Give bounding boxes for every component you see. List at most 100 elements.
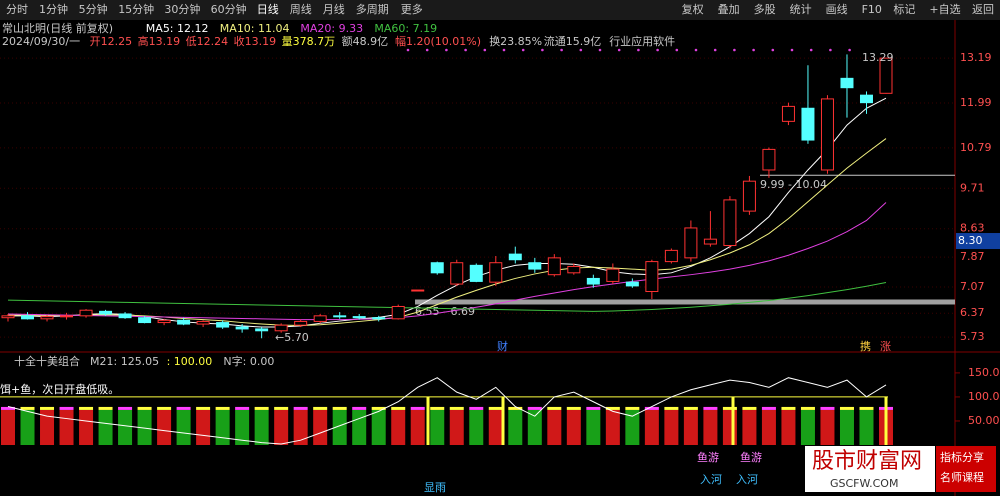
indicator-column bbox=[137, 409, 152, 445]
toolbar-tab[interactable]: 1分钟 bbox=[39, 2, 68, 16]
indicator-cap bbox=[176, 406, 191, 410]
toolbar-button[interactable]: 返回 bbox=[972, 3, 994, 16]
toolbar-bg bbox=[0, 0, 1000, 20]
toolbar-tab[interactable]: 日线 bbox=[257, 2, 279, 16]
candle-body bbox=[255, 328, 269, 332]
marker-dot bbox=[848, 48, 851, 52]
ma-line bbox=[8, 138, 887, 327]
legend-entry: MA20: 9.33 bbox=[300, 22, 363, 35]
marker-dot bbox=[406, 48, 410, 52]
annotation: 13.29 bbox=[862, 51, 894, 64]
candle-body bbox=[235, 326, 249, 330]
signal-label: 鱼游 bbox=[697, 450, 719, 464]
indicator-column bbox=[176, 409, 191, 445]
candle-body bbox=[820, 98, 834, 171]
candle-body bbox=[99, 310, 113, 315]
y-tick-label: 9.71 bbox=[960, 181, 985, 194]
toolbar-button[interactable]: 画线 bbox=[826, 2, 848, 16]
candle-body bbox=[216, 322, 230, 328]
toolbar-button[interactable]: 标记 bbox=[893, 2, 915, 16]
toolbar-button[interactable]: 多股 bbox=[754, 2, 776, 16]
watermark-tags bbox=[936, 446, 996, 492]
indicator-cap bbox=[157, 406, 172, 410]
indicator-column bbox=[625, 409, 640, 445]
candle-body bbox=[645, 261, 659, 293]
toolbar-tab[interactable]: 月线 bbox=[323, 2, 345, 16]
indicator-column bbox=[781, 409, 796, 445]
support-band bbox=[415, 299, 955, 305]
candle-body bbox=[742, 180, 756, 212]
indicator-cap bbox=[391, 406, 406, 410]
info-field: 换23.85% bbox=[489, 34, 542, 48]
indicator-column bbox=[664, 409, 679, 445]
indicator-column bbox=[215, 409, 230, 445]
y-tick-label: 5.73 bbox=[960, 330, 985, 343]
legend-entry: MA60: 7.19 bbox=[374, 22, 437, 35]
candle-body bbox=[606, 268, 620, 282]
toolbar-tab[interactable]: 15分钟 bbox=[118, 2, 154, 16]
y-tick-label: 7.87 bbox=[960, 250, 985, 263]
indicator-column bbox=[703, 409, 718, 445]
candle-body bbox=[450, 262, 464, 285]
indicator-tick-label: 50.00 bbox=[968, 414, 1000, 427]
indicator-cap bbox=[742, 406, 757, 410]
toolbar-button[interactable]: +自选 bbox=[929, 3, 960, 16]
indicator-cap bbox=[20, 406, 35, 410]
indicator-field: N字: 0.00 bbox=[223, 354, 274, 368]
indicator-cap bbox=[761, 406, 776, 410]
indicator-column bbox=[293, 409, 308, 445]
indicator-cap bbox=[488, 406, 503, 410]
toolbar-tab[interactable]: 60分钟 bbox=[211, 2, 247, 16]
indicator-cap bbox=[605, 406, 620, 410]
indicator-cap bbox=[293, 406, 308, 410]
candle-body bbox=[840, 77, 854, 89]
toolbar-tab[interactable]: 周线 bbox=[290, 2, 312, 16]
toolbar-button[interactable]: 统计 bbox=[790, 3, 812, 16]
marker-dot bbox=[752, 48, 755, 52]
indicator-cap bbox=[625, 406, 640, 410]
indicator-cap bbox=[722, 406, 737, 410]
candle-body bbox=[40, 316, 54, 320]
indicator-cap bbox=[547, 406, 562, 410]
indicator-column bbox=[98, 409, 113, 445]
indicator-tick-label: 150.00 bbox=[968, 366, 1000, 379]
indicator-cap bbox=[215, 406, 230, 410]
candle-body bbox=[60, 315, 74, 318]
annotation: 携 bbox=[860, 339, 871, 353]
indicator-cap bbox=[59, 406, 74, 410]
toolbar-tab[interactable]: 分时 bbox=[6, 3, 28, 16]
candle-body bbox=[138, 317, 152, 324]
indicator-cap bbox=[859, 406, 874, 410]
toolbar-tab[interactable]: 5分钟 bbox=[79, 2, 108, 16]
candle-body bbox=[528, 262, 542, 270]
marker-dot bbox=[598, 48, 602, 52]
candle-body bbox=[567, 265, 581, 274]
marker-dot bbox=[733, 48, 736, 52]
indicator-cap bbox=[40, 406, 55, 410]
toolbar-button[interactable]: 复权 bbox=[682, 2, 704, 16]
toolbar-tab[interactable]: 30分钟 bbox=[164, 2, 200, 16]
toolbar-tab[interactable]: 多周期 bbox=[356, 2, 389, 16]
candle-body bbox=[762, 148, 776, 171]
toolbar-tab[interactable]: 更多 bbox=[401, 2, 423, 16]
candle-body bbox=[547, 257, 561, 276]
candle-body bbox=[508, 253, 522, 261]
indicator-cap bbox=[332, 406, 347, 410]
indicator-column bbox=[410, 409, 425, 445]
toolbar-button[interactable]: 叠加 bbox=[718, 3, 740, 16]
candle-body bbox=[664, 249, 678, 263]
indicator-column bbox=[839, 409, 854, 445]
indicator-cap bbox=[98, 406, 113, 410]
indicator-column bbox=[859, 409, 874, 445]
toolbar-button[interactable]: F10 bbox=[862, 3, 882, 16]
indicator-column bbox=[332, 409, 347, 445]
marker-dot bbox=[521, 48, 525, 52]
marker-dot bbox=[425, 48, 429, 52]
indicator-column bbox=[722, 409, 737, 445]
info-field: 开12.25 bbox=[90, 35, 133, 48]
indicator-column bbox=[274, 409, 289, 445]
candle-body bbox=[391, 305, 405, 320]
indicator-column bbox=[371, 409, 386, 445]
candle-body bbox=[781, 105, 795, 122]
